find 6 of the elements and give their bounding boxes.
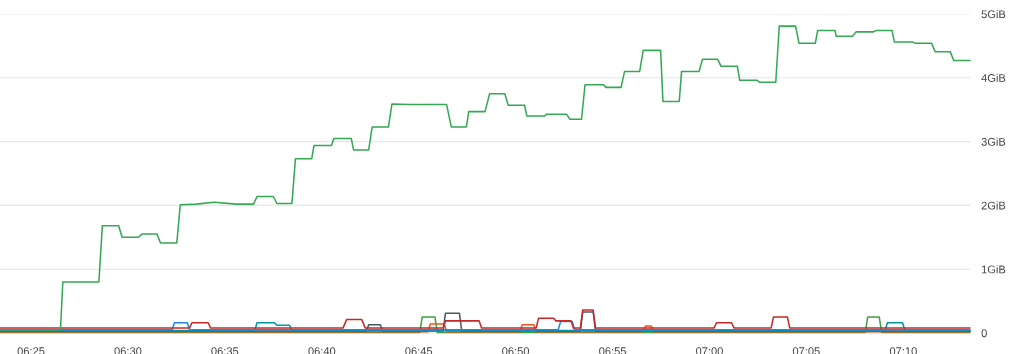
y-tick-label: 1GiB <box>981 265 1006 274</box>
y-tick-label: 5GiB <box>981 9 1006 19</box>
y-tick-label: 0 <box>981 329 987 338</box>
y-tick-label: 3GiB <box>981 137 1006 146</box>
y-tick-label: 2GiB <box>981 201 1006 210</box>
y-tick-label: 4GiB <box>981 73 1006 82</box>
